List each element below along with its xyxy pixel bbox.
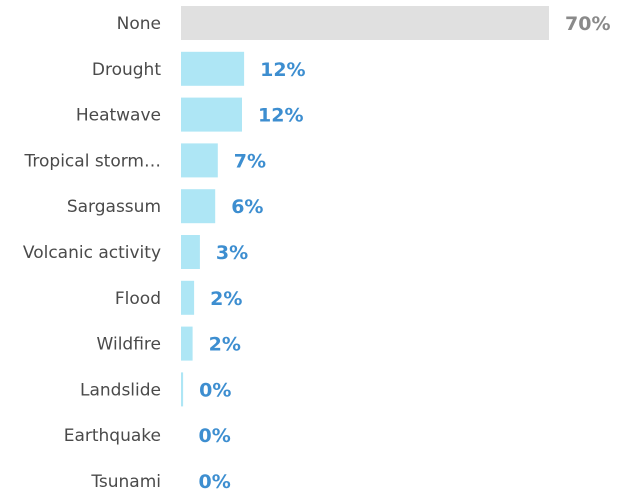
bar-none xyxy=(181,6,549,40)
category-label-heatwave: Heatwave xyxy=(76,106,161,126)
value-label-sargassum: 6% xyxy=(231,196,263,218)
category-label-earthquake: Earthquake xyxy=(64,426,161,446)
category-label-landslide: Landslide xyxy=(80,380,161,400)
value-label-earthquake: 0% xyxy=(199,425,231,447)
value-labels-group: 70% 12% 12% 7% 6% 3% 2% 2% 0% 0% 0% xyxy=(199,13,611,490)
category-label-flood: Flood xyxy=(115,289,161,309)
bars-group xyxy=(181,6,549,407)
category-label-none: None xyxy=(117,14,161,34)
value-label-tropical-storm: 7% xyxy=(234,150,266,172)
bar-heatwave xyxy=(181,97,242,132)
bar-wildfire xyxy=(181,326,193,361)
bar-drought xyxy=(181,51,245,86)
category-label-tsunami: Tsunami xyxy=(90,472,161,490)
category-label-sargassum: Sargassum xyxy=(67,197,161,217)
value-label-wildfire: 2% xyxy=(209,334,241,356)
value-label-heatwave: 12% xyxy=(258,105,303,127)
bar-volcanic-activity xyxy=(181,235,200,269)
bar-landslide xyxy=(181,372,184,407)
category-labels-group: None Drought Heatwave Tropical storm… Sargas… xyxy=(23,14,161,490)
category-label-tropical-storm: Tropical storm… xyxy=(24,151,161,171)
category-label-wildfire: Wildfire xyxy=(97,335,161,355)
value-label-none: 70% xyxy=(565,13,610,35)
value-label-landslide: 0% xyxy=(199,379,231,401)
category-label-drought: Drought xyxy=(92,60,161,80)
value-label-volcanic-activity: 3% xyxy=(216,242,248,264)
value-label-flood: 2% xyxy=(210,288,242,310)
value-label-drought: 12% xyxy=(260,59,305,81)
category-label-volcanic-activity: Volcanic activity xyxy=(23,243,161,263)
bar-flood xyxy=(181,280,195,315)
value-label-tsunami: 0% xyxy=(199,471,231,490)
bar-tropical-storm xyxy=(181,143,218,178)
bar-sargassum xyxy=(181,189,216,224)
